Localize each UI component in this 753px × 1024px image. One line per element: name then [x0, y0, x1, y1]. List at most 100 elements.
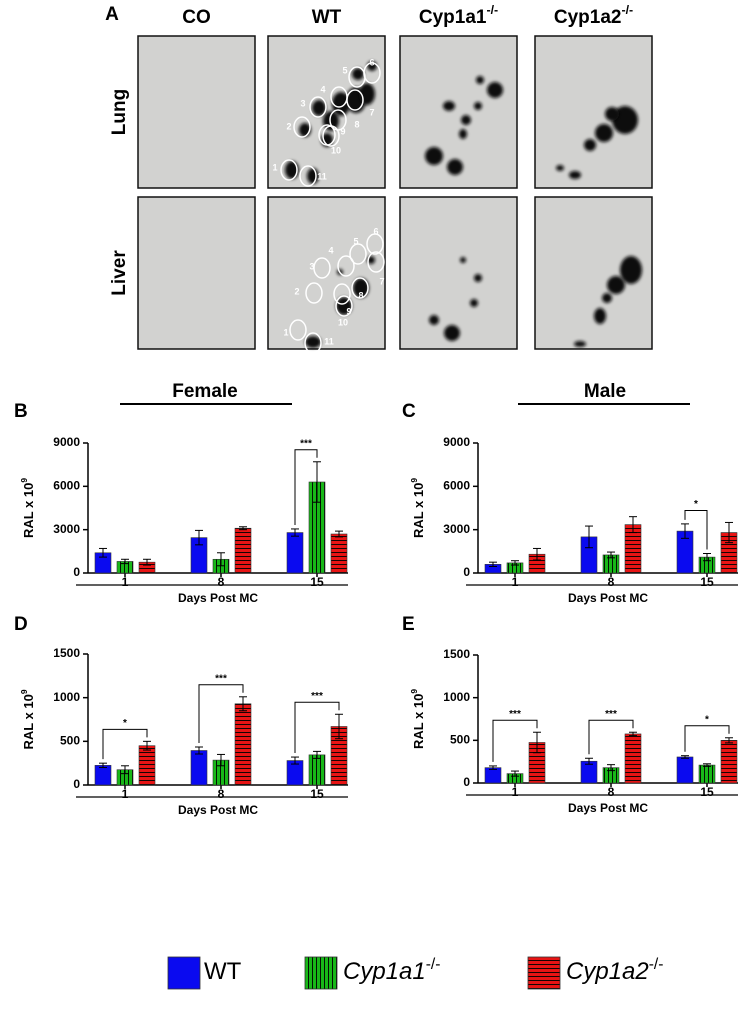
error-bar: [607, 551, 615, 559]
adduct-spot: [444, 325, 460, 341]
significance-bracket: [492, 719, 538, 762]
y-axis-label: RAL x 109: [19, 478, 36, 538]
y-axis-label: RAL x 109: [409, 478, 426, 538]
legend-swatch: [167, 956, 201, 990]
error-bar: [585, 525, 593, 549]
spot-label: 10: [331, 145, 341, 155]
tlc-image: [267, 196, 386, 350]
error-bar: [703, 763, 711, 767]
adduct-spot: [605, 107, 619, 121]
bar: [308, 754, 326, 786]
spot-label: 7: [379, 276, 384, 286]
adduct-spot: [474, 274, 482, 282]
spot-label: 9: [346, 306, 351, 316]
adduct-spot: [470, 299, 478, 307]
significance-label: *: [705, 714, 709, 725]
y-tick-label: 0: [463, 565, 470, 579]
column-header-text: CO: [182, 7, 211, 28]
spot-label: 1: [283, 327, 288, 337]
tlc-image: [137, 196, 256, 350]
error-bar: [585, 757, 593, 765]
spot-label: 8: [354, 119, 359, 129]
spot-circle: [318, 124, 336, 146]
spot-label: 3: [309, 261, 314, 271]
spot-circle: [313, 257, 331, 279]
significance-label: *: [123, 718, 127, 729]
bar: [234, 527, 252, 574]
adduct-spot: [443, 101, 455, 111]
spot-label: 6: [369, 57, 374, 67]
spot-label: 2: [286, 121, 291, 131]
error-bar: [291, 528, 299, 537]
error-bar: [511, 770, 519, 777]
column-header-text: Cyp1a2: [554, 7, 622, 28]
x-tick-label: 15: [700, 575, 714, 589]
error-bar: [121, 558, 129, 565]
error-bar: [99, 547, 107, 558]
significance-label: ***: [509, 709, 521, 720]
error-bar: [313, 750, 321, 759]
panel-letter: D: [14, 614, 28, 635]
y-axis-label-sup: 9: [19, 478, 29, 483]
legend-label-sup: -/-: [426, 956, 441, 973]
error-bar: [725, 737, 733, 744]
legend-swatch: [304, 956, 338, 990]
adduct-spot: [323, 111, 339, 131]
adduct-spot: [476, 76, 484, 84]
y-axis-label: RAL x 109: [409, 689, 426, 749]
error-bar: [489, 561, 497, 567]
x-tick-label: 1: [122, 787, 129, 801]
error-bar: [533, 731, 541, 754]
x-tick-label: 8: [608, 575, 615, 589]
row-label: Lung: [109, 89, 130, 135]
x-tick-label: 15: [310, 787, 324, 801]
spot-label: 6: [373, 226, 378, 236]
adduct-spot: [620, 256, 642, 284]
column-header: CO: [182, 7, 211, 28]
error-bar: [607, 764, 615, 772]
x-axis-label: Days Post MC: [178, 803, 258, 817]
y-axis-label-text: RAL x 10: [411, 483, 426, 538]
spot-label: 1: [272, 162, 277, 172]
legend-label-text: WT: [204, 958, 242, 985]
adduct-spot: [487, 82, 503, 98]
y-tick-label: 0: [73, 777, 80, 791]
bar: [698, 764, 716, 784]
error-bar: [511, 560, 519, 566]
spot-circle: [289, 319, 307, 341]
spot-circle: [367, 251, 385, 273]
tlc-image: [267, 35, 386, 189]
legend-swatch: [527, 956, 561, 990]
column-header-sup: -/-: [621, 3, 633, 17]
adduct-spot: [574, 341, 586, 347]
significance-label: ***: [605, 709, 617, 720]
spot-circle: [349, 243, 367, 265]
column-header-text: Cyp1a1: [419, 7, 487, 28]
tlc-image: [399, 196, 518, 350]
spot-circle: [346, 89, 364, 111]
error-bar: [489, 765, 497, 770]
adduct-spot: [461, 115, 471, 125]
significance-bracket: [684, 725, 730, 752]
bar: [286, 532, 304, 574]
x-tick-label: 8: [218, 787, 225, 801]
adduct-spot: [556, 165, 564, 171]
adduct-spot: [429, 315, 439, 325]
y-tick-label: 0: [73, 565, 80, 579]
x-tick-label: 1: [512, 785, 519, 799]
column-header-sup: -/-: [486, 3, 498, 17]
x-tick-label: 15: [310, 575, 324, 589]
x-tick-label: 15: [700, 785, 714, 799]
bar: [720, 740, 738, 784]
bar: [138, 745, 156, 786]
y-tick-label: 0: [463, 775, 470, 789]
error-bar: [195, 746, 203, 755]
panel-letter: E: [402, 614, 415, 635]
spot-circle: [304, 332, 322, 354]
y-tick-label: 9000: [53, 435, 80, 449]
error-bar: [195, 529, 203, 546]
spot-circle: [299, 165, 317, 187]
adduct-spot: [353, 278, 369, 298]
spot-label: 4: [328, 245, 333, 255]
y-axis-label-sup: 9: [19, 689, 29, 694]
